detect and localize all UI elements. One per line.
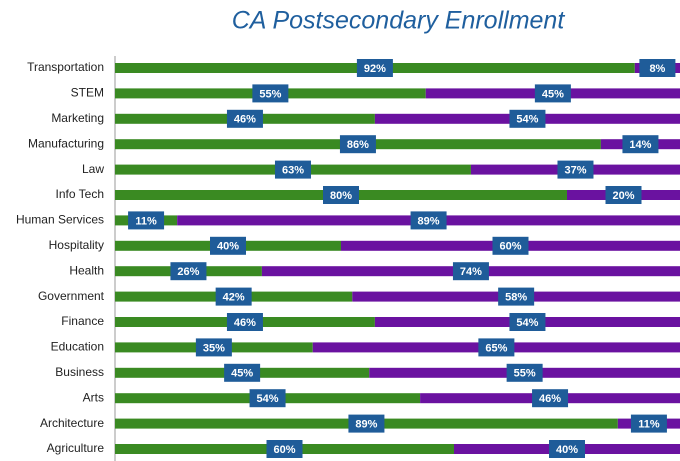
value-label: 40% xyxy=(217,241,239,253)
label-box xyxy=(605,186,642,204)
y-tick-label: Business xyxy=(55,365,104,379)
label-box xyxy=(252,84,289,103)
y-tick-label: Hospitality xyxy=(49,238,104,252)
label-box xyxy=(509,109,546,128)
label-box xyxy=(266,440,303,458)
label-box xyxy=(323,186,359,204)
value-label: 35% xyxy=(203,342,225,354)
y-tick-label: Manufacturing xyxy=(28,136,104,150)
label-box xyxy=(249,389,286,408)
value-label: 54% xyxy=(516,114,538,126)
value-label: 54% xyxy=(257,393,279,405)
value-label: 8% xyxy=(649,63,665,75)
y-tick-label: Architecture xyxy=(40,416,104,430)
label-box xyxy=(210,236,246,255)
label-box xyxy=(478,338,515,357)
label-box xyxy=(226,109,263,128)
label-box xyxy=(410,211,447,230)
value-label: 60% xyxy=(273,444,295,456)
value-label: 40% xyxy=(556,444,578,456)
value-label: 86% xyxy=(347,139,369,151)
label-box xyxy=(274,160,311,179)
value-label: 46% xyxy=(234,317,256,329)
label-box xyxy=(622,135,659,154)
value-label: 80% xyxy=(330,190,352,202)
value-label: 58% xyxy=(505,292,527,304)
label-box xyxy=(339,135,376,154)
label-box xyxy=(630,414,667,433)
label-box xyxy=(226,313,263,331)
label-box xyxy=(532,389,569,408)
value-label: 37% xyxy=(564,165,586,177)
value-label: 63% xyxy=(282,165,304,177)
value-label: 74% xyxy=(460,266,482,278)
label-box xyxy=(639,59,676,77)
value-label: 89% xyxy=(355,419,377,431)
label-box xyxy=(348,414,385,433)
value-label: 55% xyxy=(259,88,281,100)
value-label: 11% xyxy=(638,419,660,431)
y-tick-label: STEM xyxy=(71,86,104,100)
label-box xyxy=(498,287,535,306)
value-label: 65% xyxy=(485,342,507,354)
value-label: 20% xyxy=(612,190,634,202)
label-box xyxy=(549,440,585,458)
label-box xyxy=(557,160,594,179)
value-label: 45% xyxy=(542,88,564,100)
value-label: 46% xyxy=(539,393,561,405)
value-label: 11% xyxy=(135,215,157,227)
value-label: 54% xyxy=(516,317,538,329)
y-tick-label: Agriculture xyxy=(47,441,105,455)
value-label: 60% xyxy=(499,241,521,253)
value-label: 89% xyxy=(418,215,440,227)
y-tick-label: Finance xyxy=(61,314,104,328)
label-box xyxy=(356,59,393,77)
y-tick-label: Transportation xyxy=(27,60,104,74)
y-tick-label: Arts xyxy=(83,390,104,404)
y-tick-label: Law xyxy=(82,162,104,176)
label-box xyxy=(195,338,232,357)
label-box xyxy=(215,287,252,306)
value-label: 92% xyxy=(364,63,386,75)
label-box xyxy=(534,84,571,103)
value-label: 45% xyxy=(231,368,253,380)
value-label: 46% xyxy=(234,114,256,126)
y-tick-label: Human Services xyxy=(16,213,104,227)
label-box xyxy=(509,313,546,331)
y-tick-label: Health xyxy=(69,263,104,277)
label-box xyxy=(452,262,489,281)
label-box xyxy=(170,262,207,281)
value-label: 42% xyxy=(223,292,245,304)
label-box xyxy=(492,236,529,255)
value-label: 26% xyxy=(177,266,199,278)
label-box xyxy=(506,363,543,382)
label-box xyxy=(224,363,261,382)
value-label: 55% xyxy=(514,368,536,380)
y-tick-label: Info Tech xyxy=(56,187,104,201)
value-label: 14% xyxy=(629,139,651,151)
y-tick-label: Marketing xyxy=(51,111,104,125)
y-tick-label: Education xyxy=(51,340,104,354)
chart-title: CA Postsecondary Enrollment xyxy=(232,7,566,35)
y-tick-label: Government xyxy=(38,289,105,303)
label-box xyxy=(128,211,165,230)
